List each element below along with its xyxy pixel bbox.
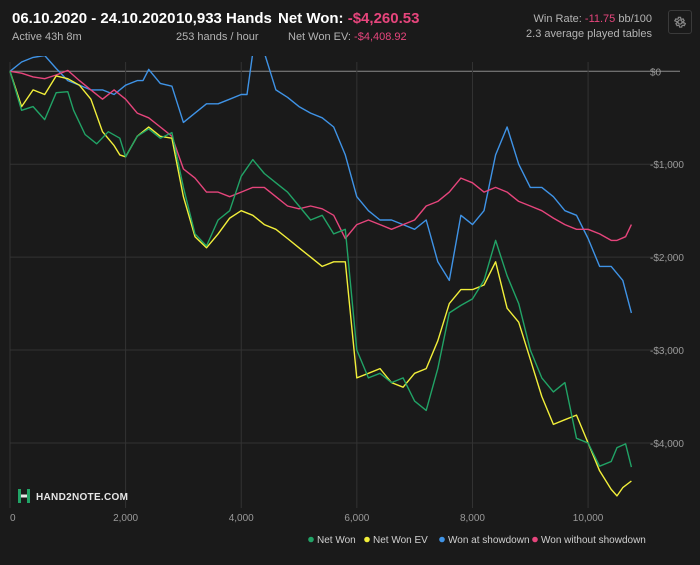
active-time: Active 43h 8m xyxy=(12,31,82,43)
y-tick-label: -$4,000 xyxy=(650,439,684,450)
x-tick-label: 2,000 xyxy=(113,513,138,524)
win-rate-value: -11.75 xyxy=(584,13,616,25)
legend: Net Won Net Won EV Won at showdown Won with… xyxy=(308,535,646,546)
legend-marker xyxy=(364,536,370,543)
results-graph: $0 -$1,000 -$2,000 -$3,000 -$4,000 0 2,000 4,0… xyxy=(9,52,684,546)
x-tick-label: 10,000 xyxy=(573,513,604,524)
summary-header: 06.10.2020 - 24.10.2020 Active 43h 8m 10… xyxy=(0,0,700,56)
hand2note-logo-icon xyxy=(18,489,30,503)
net-won-label: Net Won: xyxy=(278,10,344,27)
net-won-ev-label: Net Won EV: xyxy=(288,31,351,43)
legend-marker xyxy=(532,536,538,543)
tables-average: 2.3 average played tables xyxy=(526,28,652,40)
date-block: 06.10.2020 - 24.10.2020 Active 43h 8m xyxy=(12,10,175,43)
win-rate-block: Win Rate: -11.75 bb/100 2.3 average play… xyxy=(526,12,652,42)
series-lines xyxy=(9,52,633,497)
series-line-net-won xyxy=(9,71,633,468)
y-tick-label: -$1,000 xyxy=(650,160,684,171)
x-tick-label: 4,000 xyxy=(229,513,254,524)
hands-rate: 253 hands / hour xyxy=(176,31,259,43)
legend-item[interactable]: Won at showdown xyxy=(439,535,530,546)
x-tick-label: 6,000 xyxy=(344,513,369,524)
y-tick-label: -$3,000 xyxy=(650,346,684,357)
net-won-block: Net Won: -$4,260.53 Net Won EV: -$4,408.… xyxy=(278,10,419,43)
y-tick-label: -$2,000 xyxy=(650,253,684,264)
date-range: 06.10.2020 - 24.10.2020 xyxy=(12,10,176,27)
win-rate-label: Win Rate: xyxy=(533,13,582,25)
win-rate-row: Win Rate: -11.75 bb/100 xyxy=(526,12,652,27)
legend-label: Won without showdown xyxy=(541,535,646,546)
chart-area: $0 -$1,000 -$2,000 -$3,000 -$4,000 0 2,000 4,0… xyxy=(0,52,700,560)
gear-icon xyxy=(673,16,687,28)
series-line-won-without-showdown xyxy=(9,69,633,242)
legend-item[interactable]: Won without showdown xyxy=(532,535,646,546)
legend-marker xyxy=(439,536,445,543)
grid xyxy=(9,62,680,508)
net-won-row: Net Won: -$4,260.53 xyxy=(278,10,419,27)
x-tick-label: 8,000 xyxy=(460,513,485,524)
legend-item[interactable]: Net Won EV xyxy=(364,535,428,546)
logo-text: HAND2NOTE.COM xyxy=(36,492,128,503)
series-line-net-won-ev xyxy=(9,71,632,497)
hand2note-logo: HAND2NOTE.COM xyxy=(18,489,128,503)
series-line-won-at-showdown xyxy=(9,52,633,314)
legend-label: Net Won EV xyxy=(373,535,428,546)
x-axis-ticks: 0 2,000 4,000 6,000 8,000 10,000 xyxy=(10,513,604,524)
y-axis-ticks: $0 -$1,000 -$2,000 -$3,000 -$4,000 xyxy=(650,67,684,450)
legend-marker xyxy=(308,536,314,543)
settings-button[interactable] xyxy=(668,10,692,34)
net-won-ev-row: Net Won EV: -$4,408.92 xyxy=(278,31,419,43)
x-tick-label: 0 xyxy=(10,513,16,524)
legend-item[interactable]: Net Won xyxy=(308,535,356,546)
net-won-ev-value: -$4,408.92 xyxy=(354,31,407,43)
y-tick-label: $0 xyxy=(650,67,662,78)
net-won-value: -$4,260.53 xyxy=(347,10,420,27)
hands-block: 10,933 Hands 253 hands / hour xyxy=(176,10,272,43)
hands-count: 10,933 Hands xyxy=(176,10,272,27)
win-rate-unit: bb/100 xyxy=(618,13,652,25)
legend-label: Net Won xyxy=(317,535,356,546)
legend-label: Won at showdown xyxy=(448,535,530,546)
